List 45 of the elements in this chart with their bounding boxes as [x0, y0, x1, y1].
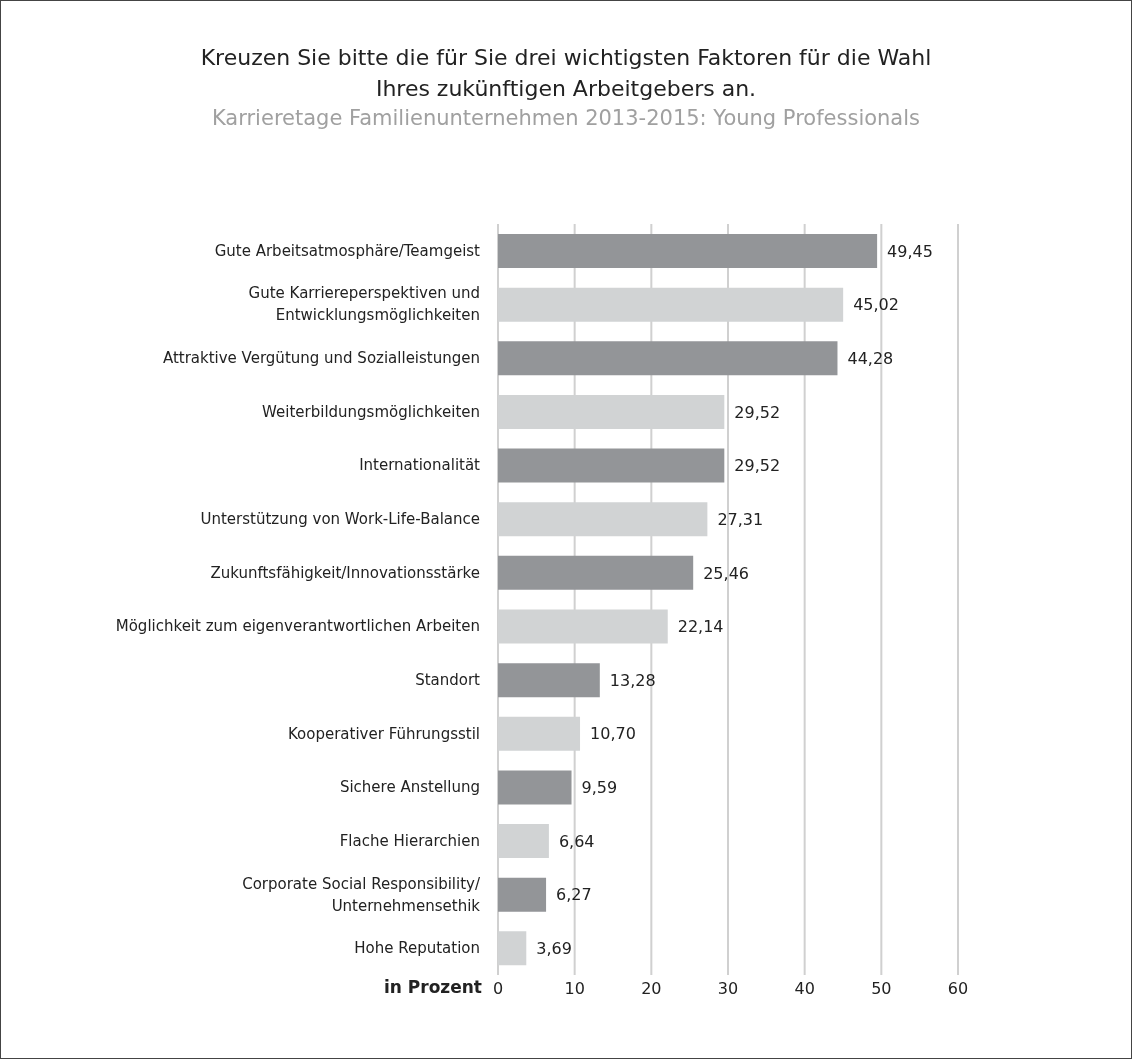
y-tick-label: Kooperativer Führungsstil — [287, 724, 480, 743]
bar — [498, 770, 572, 805]
y-tick-label: Gute Karriereperspektiven und Entwicklungsmöglichkeiten — [248, 284, 480, 325]
x-tick-label: 60 — [947, 979, 969, 999]
y-tick-label: Unterstützung von Work-Life-Balance — [200, 510, 480, 529]
data-label: 27,31 — [717, 509, 764, 529]
x-tick-label: 0 — [492, 979, 504, 999]
y-tick-label: Weiterbildungsmöglichkeiten — [262, 402, 480, 421]
y-tick-label: Standort — [415, 670, 481, 689]
y-tick-label: Hohe Reputation — [354, 939, 480, 958]
x-tick-label: 40 — [794, 979, 815, 999]
y-tick-label: Attraktive Vergütung und Sozialleistungen — [162, 349, 480, 368]
data-label: 9,59 — [581, 778, 618, 798]
chart-subtitle: Karrieretage Familienunternehmen 2013-2015: Young Professionals — [210, 106, 922, 130]
data-label: 49,45 — [887, 241, 933, 261]
data-label: 29,52 — [734, 402, 781, 422]
y-tick-label: Internationalität — [359, 456, 481, 475]
data-label: 22,14 — [677, 617, 724, 637]
data-label: 44,28 — [847, 348, 894, 368]
data-label: 45,02 — [853, 295, 899, 315]
data-label: 6,64 — [558, 831, 595, 851]
x-tick-label: 50 — [871, 979, 892, 999]
data-label: 6,27 — [556, 885, 592, 905]
y-tick-label: Sichere Anstellung — [339, 778, 480, 797]
bar — [498, 663, 600, 698]
bar — [498, 341, 838, 376]
data-label: 25,46 — [703, 563, 750, 583]
data-label: 10,70 — [590, 724, 636, 744]
bar — [498, 877, 547, 912]
chart-title: Kreuzen Sie bitte die für Sie drei wichtigsten Faktoren für die Wahl Ihres zukünftigen Arbeitgebers an. — [199, 44, 933, 103]
bar — [498, 234, 878, 268]
x-tick-label: 30 — [717, 979, 739, 999]
x-axis-title: in Prozent — [383, 977, 482, 998]
y-tick-label: Möglichkeit zum eigenverantwortlichen Arbeiten — [115, 617, 480, 636]
y-tick-label: Corporate Social Responsibility/ Unternehmensethik — [242, 874, 481, 915]
y-tick-label: Zukunftsfähigkeit/Innovationsstärke — [210, 563, 480, 582]
x-tick-label: 20 — [641, 979, 662, 999]
bar — [498, 448, 725, 483]
x-tick-label: 10 — [564, 979, 585, 999]
y-tick-label: Gute Arbeitsatmosphäre/Teamgeist — [214, 241, 481, 260]
data-label: 13,28 — [609, 670, 656, 690]
bar — [498, 555, 694, 590]
data-label: 3,69 — [536, 939, 572, 959]
y-tick-label: Flache Hierarchien — [339, 831, 480, 850]
data-label: 29,52 — [734, 456, 781, 476]
